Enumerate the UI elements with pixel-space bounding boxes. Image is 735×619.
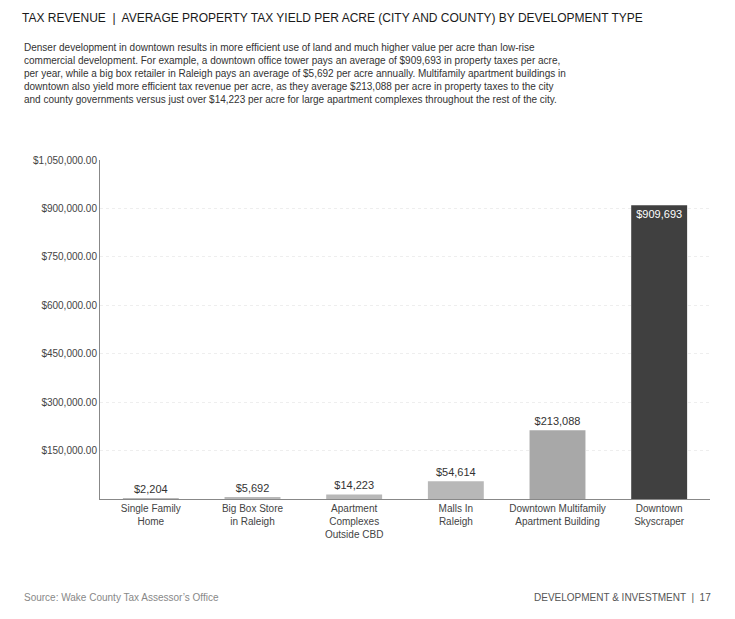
svg-text:DowntownSkyscraper: DowntownSkyscraper	[634, 503, 685, 527]
svg-text:$900,000.00: $900,000.00	[41, 203, 97, 214]
svg-text:$2,204: $2,204	[134, 483, 168, 495]
svg-text:$750,000.00: $750,000.00	[41, 251, 97, 262]
svg-text:$909,693: $909,693	[636, 208, 682, 220]
svg-text:$54,614: $54,614	[436, 466, 476, 478]
svg-text:ApartmentComplexesOutside CBD: ApartmentComplexesOutside CBD	[325, 503, 383, 540]
svg-text:Source: Wake County Tax Assess: Source: Wake County Tax Assessor’s Offic…	[24, 592, 219, 603]
svg-text:TAX REVENUE | AVERAGE PROPER: TAX REVENUE | AVERAGE PROPERTY TAX YIELD…	[22, 11, 643, 25]
svg-text:$150,000.00: $150,000.00	[41, 445, 97, 456]
svg-text:Denser development in downtown: Denser development in downtown results i…	[24, 42, 566, 105]
svg-text:$14,223: $14,223	[334, 479, 374, 491]
svg-text:Downtown MultifamilyApartment: Downtown MultifamilyApartment Building	[509, 503, 606, 527]
svg-text:$450,000.00: $450,000.00	[41, 348, 97, 359]
svg-text:Malls InRaleigh: Malls InRaleigh	[439, 503, 473, 527]
svg-text:$600,000.00: $600,000.00	[41, 300, 97, 311]
svg-text:$213,088: $213,088	[535, 415, 581, 427]
svg-text:$300,000.00: $300,000.00	[41, 397, 97, 408]
svg-text:$5,692: $5,692	[236, 482, 270, 494]
svg-text:DEVELOPMENT & INVESTMENT | 1: DEVELOPMENT & INVESTMENT | 17	[534, 592, 711, 603]
svg-text:Single FamilyHome: Single FamilyHome	[121, 503, 181, 527]
svg-text:$1,050,000.00: $1,050,000.00	[33, 155, 97, 166]
svg-text:Big Box Storein Raleigh: Big Box Storein Raleigh	[222, 503, 284, 527]
